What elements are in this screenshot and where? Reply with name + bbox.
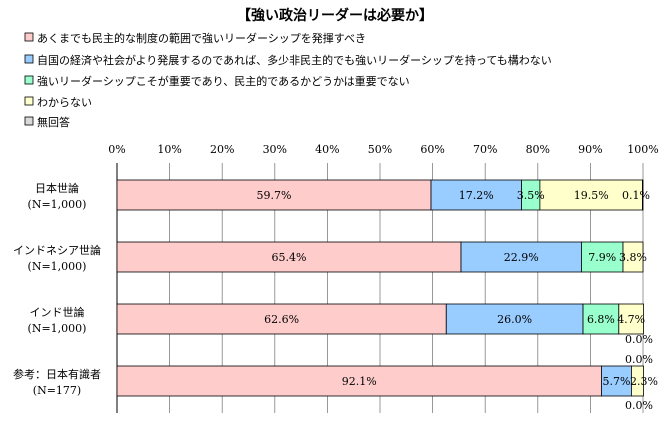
x-tick-label: 100%	[627, 143, 658, 156]
data-label: 26.0%	[497, 313, 532, 326]
data-label: 6.8%	[587, 313, 615, 326]
x-tick-label: 20%	[210, 143, 234, 156]
data-label: 3.8%	[619, 251, 647, 264]
category-n: (N=1,000)	[28, 322, 87, 335]
category-n: (N=177)	[33, 384, 81, 397]
category-label: インド世論 (N=1,000)	[28, 305, 87, 335]
category-n: (N=1,000)	[28, 260, 87, 273]
data-label: 0.0%	[625, 399, 653, 412]
legend-swatch	[24, 32, 34, 42]
category-name: 参考：日本有識者	[13, 367, 101, 381]
x-tick-label: 60%	[420, 143, 444, 156]
category-label: 参考：日本有識者 (N=177)	[13, 367, 101, 397]
legend-item: 強いリーダーシップこそが重要であり、民主的であるかどうかは重要でない	[24, 74, 410, 88]
bar-segment	[582, 303, 620, 335]
bar-segment	[116, 365, 602, 397]
data-label: 5.7%	[602, 375, 630, 388]
x-axis-ticks: 0% 10% 20% 30% 40% 50% 60% 70% 80% 90% 100%	[108, 143, 658, 156]
data-label: 7.9%	[588, 251, 616, 264]
legend-item: 無回答	[24, 115, 70, 129]
chart-title: 【強い政治リーダーは必要か】	[237, 7, 433, 24]
legend-swatch	[24, 54, 34, 64]
legend-swatch	[24, 75, 34, 85]
bars	[116, 179, 644, 397]
x-tick-label: 70%	[473, 143, 497, 156]
bar-segment	[116, 303, 447, 335]
bar-segment	[539, 179, 643, 211]
legend-label: あくまでも民主的な制度の範囲で強いリーダーシップを発揮すべき	[37, 31, 366, 45]
bar-segment	[618, 303, 644, 335]
category-labels: 日本世論 (N=1,000) インドネシア世論 (N=1,000) インド世論 (N=1,…	[13, 181, 101, 397]
legend-label: 自国の経済や社会がより発展するのであれば、多少非民主的でも強いリーダーシップを持…	[37, 53, 552, 67]
data-labels: 59.7% 17.2% 3.5% 19.5% 0.1% 65.4% 22.9% 7.9% 3.8…	[257, 189, 658, 412]
bar-segment	[642, 179, 644, 211]
bar-segment	[631, 365, 644, 397]
x-tick-label: 80%	[526, 143, 550, 156]
data-label: 22.9%	[504, 251, 539, 264]
x-tick-label: 0%	[108, 143, 125, 156]
data-label: 3.5%	[517, 189, 545, 202]
bar-segment	[116, 241, 462, 273]
x-tick-label: 10%	[157, 143, 181, 156]
data-label: 19.5%	[574, 189, 609, 202]
data-label: 0.1%	[622, 189, 650, 202]
category-name: インドネシア世論	[13, 243, 101, 257]
data-label: 2.3%	[630, 375, 658, 388]
x-tick-label: 50%	[368, 143, 392, 156]
legend-label: 無回答	[37, 115, 70, 129]
data-label: 4.7%	[617, 313, 645, 326]
legend-swatch	[24, 116, 34, 126]
category-label: 日本世論 (N=1,000)	[28, 181, 87, 211]
data-label: 17.2%	[459, 189, 494, 202]
legend-label: わからない	[37, 96, 92, 109]
category-name: インド世論	[30, 305, 85, 319]
legend-item: 自国の経済や社会がより発展するのであれば、多少非民主的でも強いリーダーシップを持…	[24, 53, 552, 67]
legend: あくまでも民主的な制度の範囲で強いリーダーシップを発揮すべき自国の経済や社会がよ…	[24, 31, 552, 129]
x-tick-label: 90%	[578, 143, 602, 156]
legend-swatch	[24, 96, 34, 106]
data-label: 65.4%	[272, 251, 307, 264]
data-label: 0.0%	[625, 353, 653, 366]
data-label: 92.1%	[342, 375, 377, 388]
bar-segment	[601, 365, 632, 397]
category-label: インドネシア世論 (N=1,000)	[13, 243, 101, 273]
bar-segment	[430, 179, 522, 211]
data-label: 62.6%	[264, 313, 299, 326]
category-name: 日本世論	[35, 181, 79, 195]
bar-segment	[622, 241, 644, 273]
category-n: (N=1,000)	[28, 198, 87, 211]
legend-label: 強いリーダーシップこそが重要であり、民主的であるかどうかは重要でない	[37, 74, 410, 88]
bar-segment	[445, 303, 584, 335]
legend-item: あくまでも民主的な制度の範囲で強いリーダーシップを発揮すべき	[24, 31, 366, 45]
bar-segment	[116, 179, 432, 211]
data-label: 0.0%	[625, 333, 653, 346]
legend-item: わからない	[24, 96, 92, 109]
data-label: 59.7%	[257, 189, 292, 202]
x-tick-label: 40%	[315, 143, 339, 156]
x-tick-label: 30%	[263, 143, 287, 156]
